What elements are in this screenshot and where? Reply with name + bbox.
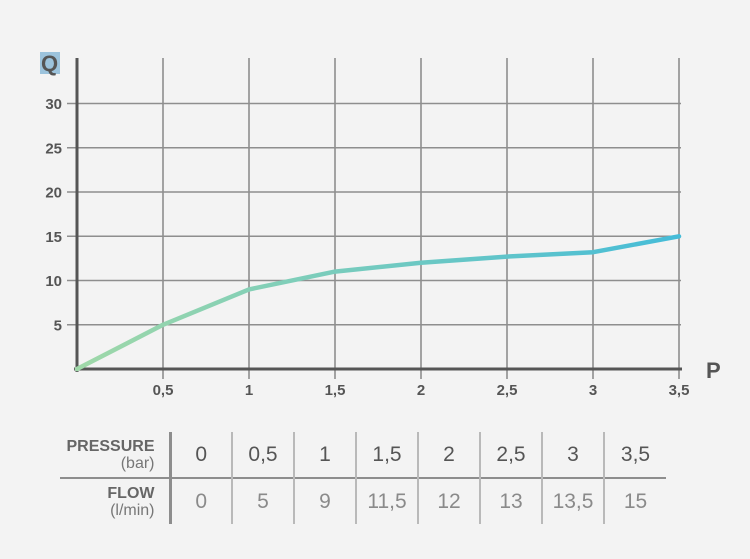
table-cell-pressure: 1 bbox=[293, 432, 356, 478]
series-line bbox=[74, 234, 682, 372]
flow-pressure-chart: 5 10 15 20 25 30 0,5 1 1,5 2 2,5 3 3,5 Q P bbox=[40, 51, 721, 399]
table-row-pressure: PRESSURE (bar) 0 0,5 1 1,5 2 2,5 3 3,5 bbox=[60, 432, 666, 478]
table-cell-pressure: 3,5 bbox=[603, 432, 666, 478]
table-cell-flow: 15 bbox=[603, 477, 666, 524]
series-group bbox=[74, 234, 682, 372]
row-label-flow: FLOW bbox=[107, 484, 155, 502]
x-tick-labels: 0,5 1 1,5 2 2,5 3 3,5 bbox=[153, 382, 690, 399]
x-axis-label: P bbox=[706, 358, 721, 383]
y-tick-label: 25 bbox=[45, 140, 62, 157]
table-cell-flow: 9 bbox=[293, 477, 356, 524]
table-cell-pressure: 3 bbox=[541, 432, 604, 478]
pressure-flow-table: PRESSURE (bar) 0 0,5 1 1,5 2 2,5 3 3,5 FLOW (l/… bbox=[60, 432, 666, 524]
y-tick-label: 20 bbox=[45, 185, 62, 202]
x-tick-label: 2,5 bbox=[497, 382, 518, 399]
table-cell-flow: 5 bbox=[231, 477, 294, 524]
y-tick-label: 10 bbox=[45, 273, 62, 290]
table-row-flow: FLOW (l/min) 0 5 9 11,5 12 13 13,5 15 bbox=[60, 477, 666, 524]
table-cell-pressure: 2,5 bbox=[479, 432, 542, 478]
x-tick-label: 3 bbox=[589, 382, 597, 399]
table-cell-flow: 11,5 bbox=[355, 477, 418, 524]
table-cell-flow: 0 bbox=[168, 477, 232, 524]
table-cell-pressure: 1,5 bbox=[355, 432, 418, 478]
table-cell-pressure: 2 bbox=[417, 432, 480, 478]
x-tick-label: 2 bbox=[417, 382, 425, 399]
row-header-flow: FLOW (l/min) bbox=[60, 477, 170, 524]
x-tick-label: 3,5 bbox=[669, 382, 690, 399]
table-cell-flow: 13,5 bbox=[541, 477, 604, 524]
y-tick-label: 15 bbox=[45, 229, 62, 246]
row-unit-flow: (l/min) bbox=[110, 501, 155, 519]
y-tick-label: 5 bbox=[54, 317, 62, 334]
y-axis-label-highlight bbox=[40, 52, 60, 74]
table-cell-flow: 13 bbox=[479, 477, 542, 524]
row-unit-pressure: (bar) bbox=[120, 454, 155, 472]
table-cell-pressure: 0,5 bbox=[231, 432, 294, 478]
row-label-pressure: PRESSURE bbox=[66, 437, 155, 455]
y-tick-label: 30 bbox=[45, 96, 62, 113]
x-tick-label: 1 bbox=[245, 382, 253, 399]
table-cell-flow: 12 bbox=[417, 477, 480, 524]
chart-grid bbox=[67, 58, 681, 379]
x-tick-label: 1,5 bbox=[325, 382, 346, 399]
table-cell-pressure: 0 bbox=[168, 432, 232, 478]
y-tick-labels: 5 10 15 20 25 30 bbox=[45, 96, 62, 334]
row-header-pressure: PRESSURE (bar) bbox=[60, 432, 170, 478]
x-tick-label: 0,5 bbox=[153, 382, 174, 399]
chart-axes bbox=[74, 58, 682, 372]
y-axis-label: Q bbox=[41, 51, 58, 76]
